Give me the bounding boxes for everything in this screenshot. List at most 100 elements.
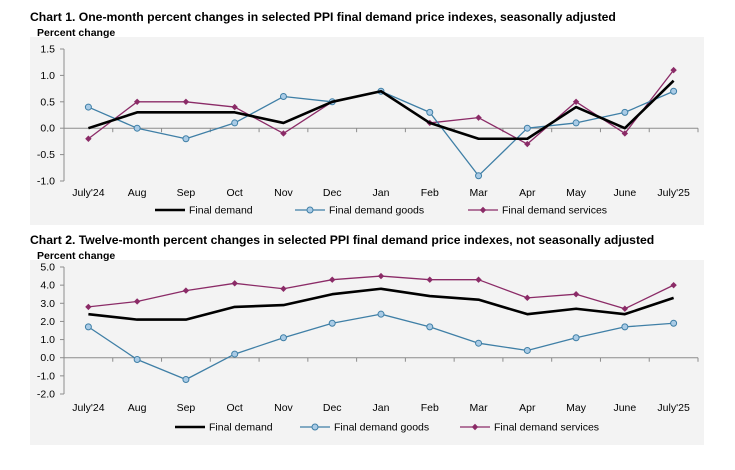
chart1-y-tick-label: 1.5 — [40, 44, 55, 56]
chart1-point-final-demand-goods — [523, 124, 531, 132]
chart1-point-final-demand-goods — [133, 124, 141, 132]
chart2-point-final-demand-services — [475, 276, 482, 283]
chart1-y-tick-label: 1.0 — [40, 70, 55, 82]
chart1-point-final-demand-services — [670, 66, 677, 74]
chart2-y-tick-label: 5.0 — [40, 262, 55, 274]
chart2-y-tick-label: 1.0 — [40, 334, 55, 346]
chart2-title: Chart 2. Twelve-month percent changes in… — [30, 233, 655, 247]
chart1-point-final-demand-goods — [231, 119, 239, 127]
chart2-x-tick-label: Apr — [519, 402, 536, 414]
chart1-y-tick-label: -1.0 — [37, 176, 55, 188]
chart2-legend-label-final-demand-services: Final demand services — [494, 422, 599, 434]
chart2-y-tick-label: 3.0 — [40, 298, 55, 310]
chart2-point-final-demand-services — [426, 276, 433, 283]
chart1-x-tick-label: Apr — [519, 187, 536, 199]
chart2-point-final-demand-services — [621, 305, 629, 312]
chart1-legend-label-final-demand: Final demand — [189, 205, 253, 217]
chart2-x-tick-label: Jan — [373, 402, 390, 414]
chart1-point-final-demand-goods — [475, 172, 483, 180]
chart2-point-final-demand-services — [572, 291, 580, 298]
chart2-point-final-demand-goods — [475, 339, 483, 347]
chart2-point-final-demand-goods — [621, 323, 629, 331]
chart2-y-tick-label: -2.0 — [37, 389, 55, 401]
chart1-point-final-demand-goods — [84, 103, 92, 111]
chart2-y-tick-label: 0.0 — [40, 352, 55, 364]
chart2-series-line-final-demand-goods — [88, 313, 674, 381]
chart1-point-final-demand-services — [182, 98, 190, 105]
chart1-x-tick-label: Nov — [274, 187, 293, 199]
chart2-legend-label-final-demand-goods: Final demand goods — [334, 422, 429, 434]
chart2-series-line-final-demand-services — [88, 275, 674, 310]
chart2-point-final-demand-services — [524, 294, 531, 302]
chart2-point-final-demand-goods — [84, 323, 92, 331]
chart2-point-final-demand-goods — [328, 319, 336, 327]
chart2-x-tick-label: July'24 — [72, 402, 105, 414]
chart2-point-final-demand-services — [182, 287, 190, 294]
chart2-point-final-demand-services — [670, 281, 677, 289]
chart2-x-tick-label: Feb — [421, 402, 439, 414]
chart1-y-tick-label: 0.5 — [40, 96, 55, 108]
chart1-point-final-demand-services — [524, 140, 531, 148]
chart2-point-final-demand-goods — [670, 319, 678, 327]
chart1-point-final-demand-services — [280, 130, 287, 137]
chart1-x-tick-label: Mar — [469, 187, 488, 199]
chart2-point-final-demand-services — [85, 303, 92, 311]
chart1-x-tick-label: Dec — [323, 187, 342, 199]
chart1-legend-label-final-demand-services: Final demand services — [502, 205, 607, 217]
chart2-point-final-demand-goods — [182, 375, 190, 383]
chart2-y-tick-label: 4.0 — [40, 280, 55, 292]
chart2-y-tick-label: -1.0 — [37, 370, 55, 382]
chart2-point-final-demand-services — [231, 280, 238, 287]
chart1-x-tick-label: Feb — [421, 187, 439, 199]
chart2-legend-label-final-demand: Final demand — [209, 422, 273, 434]
chart1-point-final-demand-services — [85, 135, 92, 142]
chart2-x-tick-label: July'25 — [657, 402, 690, 414]
chart1-x-tick-label: Jan — [373, 187, 390, 199]
chart2-y-tick-label: 2.0 — [40, 316, 55, 328]
chart2-point-final-demand-goods — [231, 350, 239, 358]
chart2-x-tick-label: Mar — [469, 402, 488, 414]
chart2-point-final-demand-goods — [377, 310, 385, 318]
chart1-x-tick-label: Aug — [128, 187, 147, 199]
chart1-x-tick-label: July'25 — [657, 187, 690, 199]
chart1-x-tick-label: June — [613, 187, 636, 199]
chart2-point-final-demand-goods — [426, 323, 434, 331]
chart2-point-final-demand-services — [133, 298, 141, 305]
chart2-y-axis-title: Percent change — [37, 250, 116, 262]
chart1-x-tick-label: Oct — [227, 187, 243, 199]
chart1-legend-marker-final-demand-goods — [306, 206, 314, 214]
chart1-point-final-demand-goods — [572, 119, 580, 127]
chart1-legend-label-final-demand-goods: Final demand goods — [329, 205, 424, 217]
chart1-title: Chart 1. One-month percent changes in se… — [30, 10, 616, 24]
chart1-series-line-final-demand — [87, 79, 675, 141]
chart2-x-tick-label: Dec — [323, 402, 342, 414]
chart2-legend-marker-final-demand-services — [471, 423, 479, 431]
chart2-x-tick-label: Oct — [227, 402, 243, 414]
chart1-background — [30, 37, 704, 225]
chart1-point-final-demand-goods — [670, 87, 678, 95]
chart1-point-final-demand-services — [572, 98, 580, 105]
chart2-point-final-demand-services — [329, 276, 336, 283]
chart2-point-final-demand-goods — [523, 346, 531, 354]
chart2-series-line-final-demand — [88, 287, 675, 321]
chart1-point-final-demand-services — [475, 114, 482, 121]
chart2-x-tick-label: Sep — [177, 402, 196, 414]
chart2-x-tick-label: May — [566, 402, 587, 414]
chart2-point-final-demand-services — [377, 272, 385, 280]
chart2-x-tick-label: June — [613, 402, 636, 414]
chart1-point-final-demand-services — [231, 103, 238, 111]
chart1-y-tick-label: -0.5 — [37, 149, 55, 161]
chart2-point-final-demand-services — [280, 285, 287, 292]
chart1-point-final-demand-services — [133, 98, 141, 105]
chart2-x-tick-label: Aug — [128, 402, 147, 414]
chart1-plot: -1.0 -0.5 0.0 0.5 1.0 1.5 July'24 Aug Sep Oct Nov D… — [37, 44, 699, 217]
chart2-legend-marker-final-demand-goods — [311, 423, 319, 431]
chart1-point-final-demand-goods — [182, 135, 190, 143]
chart1-x-tick-label: July'24 — [72, 187, 105, 199]
chart2-point-final-demand-goods — [572, 334, 580, 342]
chart1-x-tick-label: May — [566, 187, 587, 199]
chart2-point-final-demand-goods — [279, 334, 287, 342]
chart1-point-final-demand-goods — [426, 108, 434, 116]
